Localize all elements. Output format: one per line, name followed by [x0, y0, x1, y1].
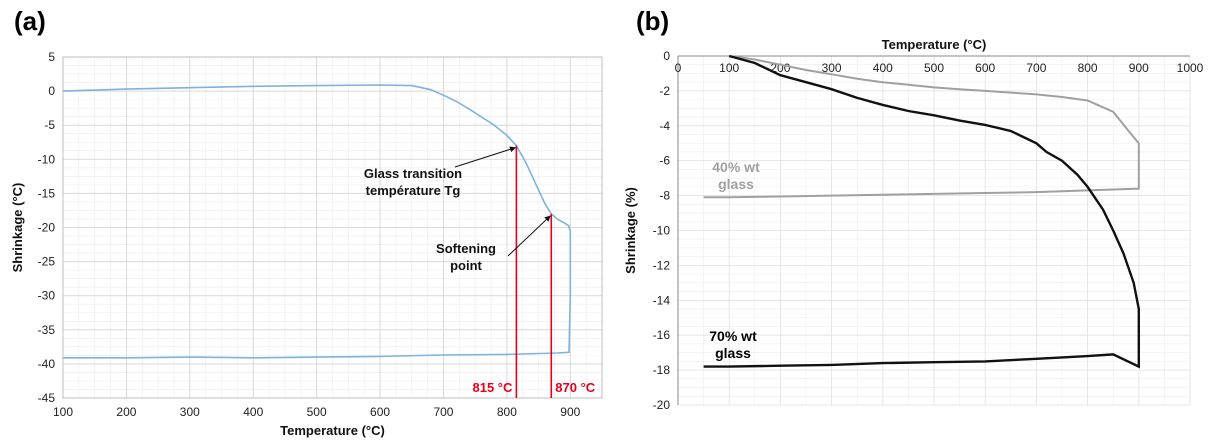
- chart-a-y-axis-title: Shrinkage (°C): [10, 183, 25, 273]
- chart-a-axes: [62, 56, 603, 399]
- y-tick-label: -10: [653, 224, 671, 238]
- annotation-softening-arrow: [507, 215, 551, 257]
- y-tick-label: -8: [659, 189, 670, 203]
- y-tick-label: 5: [48, 50, 55, 64]
- x-tick-label: 800: [1078, 61, 1098, 75]
- chart-b-axes: [677, 55, 1190, 405]
- x-tick-label: 500: [924, 61, 944, 75]
- chart-a-x-axis-title: Temperature (°C): [280, 423, 385, 438]
- x-tick-label: 900: [1129, 61, 1149, 75]
- annotation-tg-label: température Tg: [366, 183, 461, 198]
- chart-a: (a) 100 200 300 400 500 600 700 800 900 5 0 -5 -10 -1…: [10, 6, 603, 438]
- temperature-marker-label: 815 °C: [473, 380, 514, 395]
- y-tick-label: -18: [653, 363, 671, 377]
- panel-a-label: (a): [14, 6, 46, 36]
- series-label-70-glass: 70% wt: [709, 328, 757, 344]
- x-tick-label: 400: [243, 405, 263, 419]
- y-tick-label: -6: [659, 154, 670, 168]
- series-label-70-glass: glass: [715, 345, 751, 361]
- series-label-40-glass: glass: [718, 176, 754, 192]
- x-tick-label: 600: [370, 405, 390, 419]
- x-tick-label: 600: [975, 61, 995, 75]
- x-tick-label: 900: [560, 405, 580, 419]
- x-tick-label: 700: [433, 405, 453, 419]
- y-tick-label: 0: [663, 49, 670, 63]
- y-tick-label: -20: [38, 221, 56, 235]
- y-tick-label: -35: [38, 323, 56, 337]
- y-tick-label: -20: [653, 398, 671, 412]
- chart-b-series: [703, 54, 1140, 369]
- y-tick-label: -16: [653, 328, 671, 342]
- chart-a-ticks: 100 200 300 400 500 600 700 800 900 5 0 -5 -10 -15 -20…: [38, 50, 581, 419]
- y-tick-label: -45: [38, 391, 56, 405]
- temperature-marker-label: 870 °C: [555, 380, 596, 395]
- panel-b-label: (b): [636, 6, 669, 36]
- y-tick-label: -14: [653, 293, 671, 307]
- x-tick-label: 0: [675, 61, 682, 75]
- annotation-tg-arrow: [454, 146, 516, 168]
- series-line-40-glass: [703, 55, 1140, 199]
- y-tick-label: -40: [38, 357, 56, 371]
- x-tick-label: 300: [822, 61, 842, 75]
- chart-b-y-axis-title: Shrinkage (%): [623, 187, 638, 274]
- y-tick-label: -2: [659, 84, 670, 98]
- x-tick-label: 800: [497, 405, 517, 419]
- series-line-70-glass: [703, 54, 1140, 369]
- annotation-softening-label: point: [450, 258, 482, 273]
- series-label-40-glass: 40% wt: [712, 159, 760, 175]
- plot-area-border: [62, 56, 603, 399]
- chart-a-annotations: Glass transition température Tg Softening p…: [364, 146, 551, 273]
- chart-a-grid: [62, 56, 603, 399]
- annotation-tg-label: Glass transition: [364, 166, 462, 181]
- y-tick-label: -4: [659, 119, 670, 133]
- chart-b: (b) 0 100 200 300 400 500 600 700 800 900 10000-2-…: [623, 6, 1204, 412]
- x-tick-label: 100: [53, 405, 73, 419]
- y-tick-label: 0: [48, 84, 55, 98]
- x-tick-label: 200: [116, 405, 136, 419]
- y-tick-label: -12: [653, 258, 671, 272]
- x-tick-label: 700: [1026, 61, 1046, 75]
- x-tick-label: 100: [719, 61, 739, 75]
- x-tick-label: 1000: [1177, 61, 1204, 75]
- y-tick-label: -5: [44, 118, 55, 132]
- x-tick-label: 400: [873, 61, 893, 75]
- annotation-softening-label: Softening: [436, 241, 496, 256]
- chart-a-series: [62, 84, 572, 359]
- y-tick-label: -25: [38, 255, 56, 269]
- series-line: [62, 84, 572, 359]
- y-tick-label: -30: [38, 289, 56, 303]
- x-tick-label: 500: [307, 405, 327, 419]
- x-tick-label: 300: [180, 405, 200, 419]
- chart-b-x-axis-title: Temperature (°C): [882, 37, 987, 52]
- chart-b-ticks: 0 100 200 300 400 500 600 700 800 900 10000-2-4-6-…: [653, 49, 1204, 412]
- y-tick-label: -10: [38, 152, 56, 166]
- chart-a-markers: 815 °C 870 °C: [473, 145, 596, 398]
- y-tick-label: -15: [38, 186, 56, 200]
